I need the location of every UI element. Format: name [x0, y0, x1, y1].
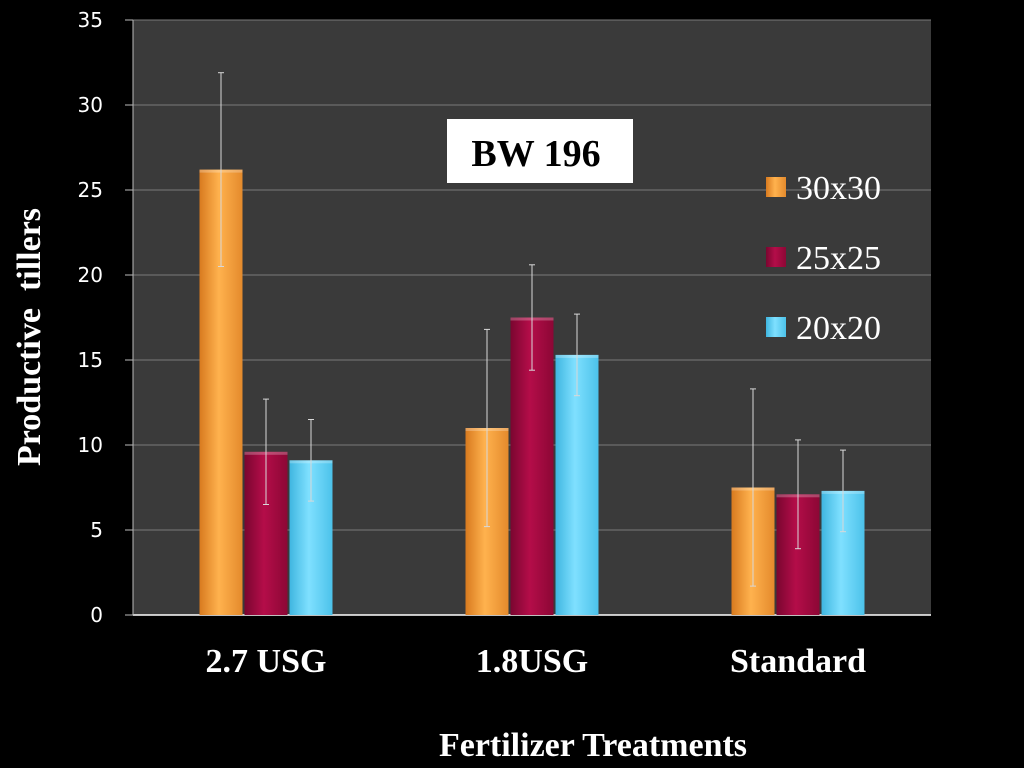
- error-bars: [218, 72, 846, 587]
- y-tick-label: 10: [78, 433, 103, 457]
- legend-label: 30x30: [796, 170, 881, 207]
- x-axis-title: Fertilizer Treatments: [439, 727, 747, 764]
- y-tick-labels: 0 5 10 15 20 25 30 35: [78, 8, 103, 627]
- legend-swatch-30x30: [766, 177, 786, 197]
- legend: 30x30 25x25 20x20: [766, 170, 881, 347]
- bar-20x20-1.8USG: [555, 354, 599, 615]
- x-tick-label: Standard: [730, 643, 866, 680]
- x-tick-label: 1.8USG: [476, 643, 588, 680]
- legend-swatch-20x20: [766, 317, 786, 337]
- y-tick-label: 0: [90, 603, 103, 627]
- annotation-label: BW 196: [471, 133, 600, 175]
- legend-swatch-25x25: [766, 247, 786, 267]
- y-tick-label: 25: [78, 178, 103, 202]
- legend-label: 25x25: [796, 240, 881, 277]
- y-tick-label: 35: [78, 8, 103, 32]
- x-tick-label: 2.7 USG: [206, 643, 327, 680]
- x-tick-labels: 2.7 USG 1.8USG Standard: [206, 643, 867, 680]
- y-tick-label: 15: [78, 348, 103, 372]
- y-tick-label: 30: [78, 93, 103, 117]
- annotation-box: BW 196: [447, 119, 633, 183]
- y-axis-title: Productive tillers: [11, 208, 48, 466]
- y-tick-label: 5: [90, 518, 103, 542]
- y-tick-label: 20: [78, 263, 103, 287]
- legend-label: 20x20: [796, 310, 881, 347]
